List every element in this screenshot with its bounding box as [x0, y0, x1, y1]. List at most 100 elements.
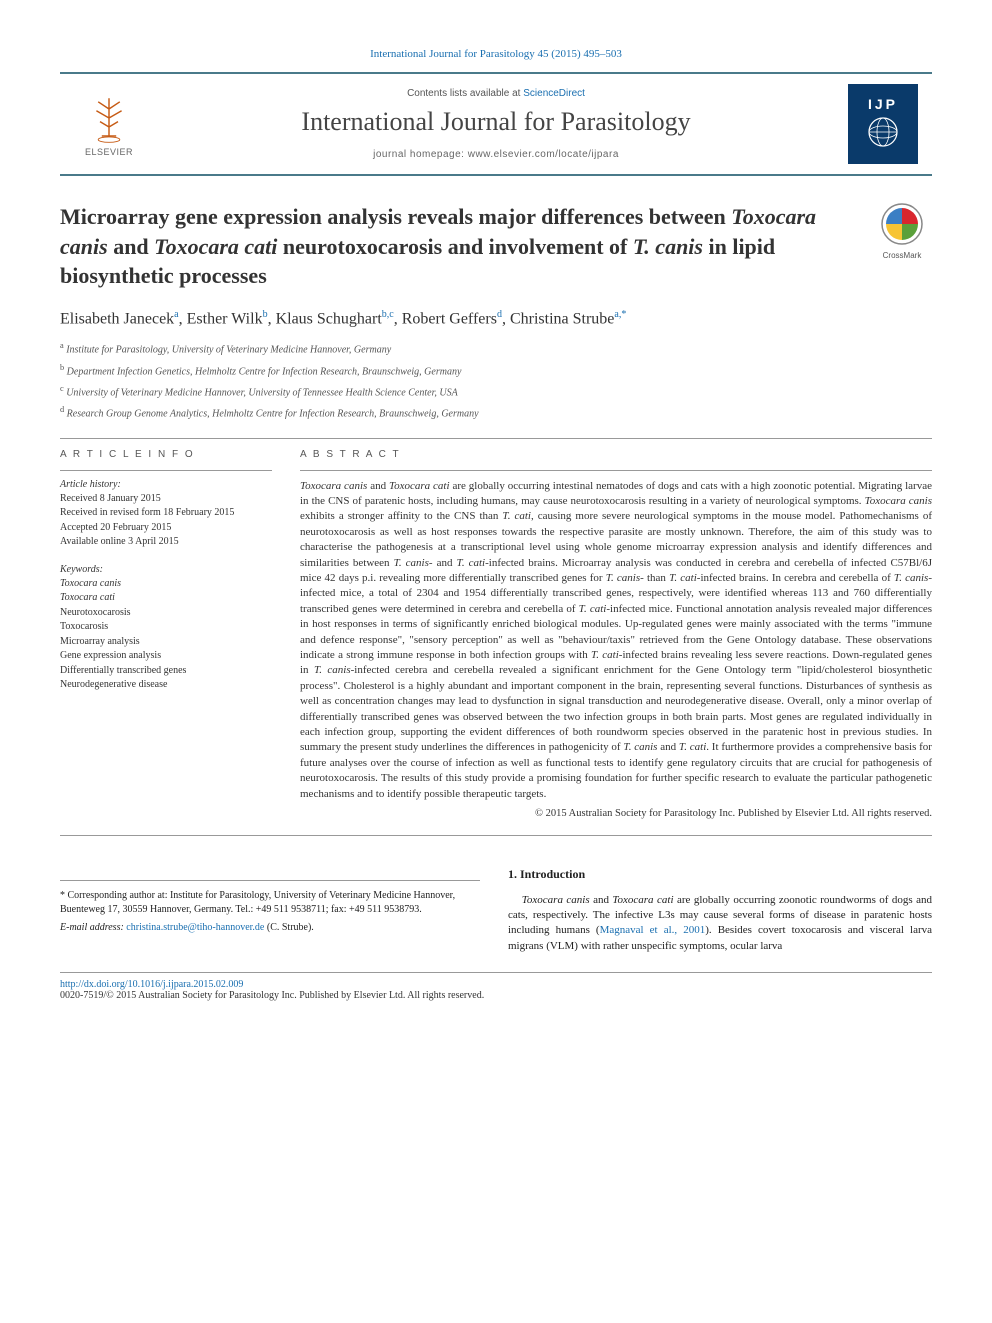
homepage-line: journal homepage: www.elsevier.com/locat…	[158, 149, 834, 160]
crossmark-icon	[880, 202, 924, 246]
top-citation-journal: International Journal for Parasitology	[370, 48, 535, 60]
abstract-copyright: © 2015 Australian Society for Parasitolo…	[300, 808, 932, 819]
author-5-corr[interactable]: *	[621, 309, 626, 320]
title-pre: Microarray gene expression analysis reve…	[60, 204, 731, 229]
corr-text: Corresponding author at: Institute for P…	[60, 890, 455, 915]
contents-prefix: Contents lists available at	[407, 88, 523, 99]
article-info: A R T I C L E I N F O Article history: R…	[60, 449, 272, 819]
top-citation-link[interactable]: International Journal for Parasitology 4…	[370, 48, 622, 60]
keyword-3: Neurotoxocarosis	[60, 606, 272, 621]
ab-t5: - and	[429, 557, 457, 569]
top-citation: International Journal for Parasitology 4…	[60, 48, 932, 60]
author-5: Christina Strube	[510, 310, 614, 327]
corr-email-link[interactable]: christina.strube@tiho-hannover.de	[126, 922, 264, 933]
corresponding-block: * Corresponding author at: Institute for…	[60, 866, 480, 954]
info-heading: A R T I C L E I N F O	[60, 449, 272, 460]
ab-t1: and	[367, 480, 389, 492]
homepage-url: www.elsevier.com/locate/ijpara	[468, 149, 619, 160]
ab-i10: T. cati	[579, 603, 607, 615]
ab-i8: T. cati	[669, 572, 697, 584]
affiliation-c-text: University of Veterinary Medicine Hannov…	[66, 387, 457, 398]
ab-i3: Toxocara canis	[865, 495, 932, 507]
email-label: E-mail address:	[60, 922, 126, 933]
author-1-aff[interactable]: a	[174, 309, 178, 320]
abstract-rule	[300, 470, 932, 471]
intro-t1: and	[590, 894, 613, 906]
ab-t13: and	[657, 741, 678, 753]
ab-i13: T. canis	[623, 741, 657, 753]
ab-i12: T. canis	[314, 664, 351, 676]
publisher-left-name: ELSEVIER	[85, 147, 133, 157]
keyword-8: Neurodegenerative disease	[60, 678, 272, 693]
doi-prefix: http://dx.doi.org/	[60, 979, 128, 990]
journal-globe-icon	[863, 112, 903, 152]
ab-i14: T. cati	[679, 741, 706, 753]
intro-i1: Toxocara canis	[522, 894, 590, 906]
info-rule	[60, 470, 272, 471]
divider-mid	[60, 835, 932, 836]
contents-line: Contents lists available at ScienceDirec…	[158, 88, 834, 99]
correspondence: * Corresponding author at: Institute for…	[60, 880, 480, 935]
affiliation-d: d Research Group Genome Analytics, Helmh…	[60, 404, 932, 421]
intro-p1: Toxocara canis and Toxocara cati are glo…	[508, 893, 932, 955]
keyword-1: Toxocara canis	[60, 577, 272, 592]
affiliation-b-text: Department Infection Genetics, Helmholtz…	[67, 366, 462, 377]
doi-link[interactable]: http://dx.doi.org/10.1016/j.ijpara.2015.…	[60, 979, 243, 990]
author-3: Klaus Schughart	[276, 310, 382, 327]
author-list: Elisabeth Janeceka, Esther Wilkb, Klaus …	[60, 309, 932, 328]
corr-email-name: (C. Strube).	[264, 922, 313, 933]
introduction-block: 1. Introduction Toxocara canis and Toxoc…	[508, 866, 932, 954]
lower-row: * Corresponding author at: Institute for…	[60, 866, 932, 954]
doi-value: 10.1016/j.ijpara.2015.02.009	[128, 979, 244, 990]
title-row: Microarray gene expression analysis reve…	[60, 202, 932, 291]
ab-t12: -infected cerebra and cerebella revealed…	[300, 664, 932, 753]
author-4-aff[interactable]: d	[497, 309, 502, 320]
ab-t3: exhibits a stronger affinity to the CNS …	[300, 510, 502, 522]
homepage-prefix: journal homepage:	[373, 149, 468, 160]
author-1: Elisabeth Janecek	[60, 310, 174, 327]
issn-copyright: 0020-7519/© 2015 Australian Society for …	[60, 990, 932, 1001]
ab-i9: T. canis	[894, 572, 928, 584]
publisher-logo-left: ELSEVIER	[74, 84, 144, 164]
author-2-aff[interactable]: b	[263, 309, 268, 320]
info-abstract-row: A R T I C L E I N F O Article history: R…	[60, 449, 932, 819]
keyword-1-text: Toxocara canis	[60, 578, 121, 589]
title-species-3: T. canis	[633, 234, 703, 259]
keyword-5: Microarray analysis	[60, 635, 272, 650]
page-footer: http://dx.doi.org/10.1016/j.ijpara.2015.…	[60, 972, 932, 1001]
author-4: Robert Geffers	[402, 310, 497, 327]
author-2: Esther Wilk	[187, 310, 263, 327]
crossmark-badge[interactable]: CrossMark	[872, 202, 932, 260]
ab-i6: T. cati	[457, 557, 486, 569]
title-mid1: and	[108, 234, 154, 259]
sciencedirect-link[interactable]: ScienceDirect	[523, 88, 585, 99]
journal-logo-right: IJP	[848, 84, 918, 164]
keyword-6: Gene expression analysis	[60, 649, 272, 664]
title-mid2: neurotoxocarosis and involvement of	[277, 234, 632, 259]
history-revised: Received in revised form 18 February 201…	[60, 506, 272, 521]
keyword-4: Toxocarosis	[60, 620, 272, 635]
affiliation-d-text: Research Group Genome Analytics, Helmhol…	[67, 409, 479, 420]
article-title: Microarray gene expression analysis reve…	[60, 202, 852, 291]
abstract-block: A B S T R A C T Toxocara canis and Toxoc…	[300, 449, 932, 819]
history-received: Received 8 January 2015	[60, 492, 272, 507]
author-3-aff[interactable]: b,c	[382, 309, 394, 320]
page: International Journal for Parasitology 4…	[0, 0, 992, 1031]
keyword-7: Differentially transcribed genes	[60, 664, 272, 679]
journal-abbr: IJP	[868, 96, 898, 112]
ab-t7: - than	[640, 572, 669, 584]
corr-star: *	[60, 890, 68, 901]
keyword-2: Toxocara cati	[60, 591, 272, 606]
intro-heading: 1. Introduction	[508, 866, 932, 883]
intro-cite-link[interactable]: Magnaval et al., 2001	[600, 924, 706, 936]
history-online: Available online 3 April 2015	[60, 535, 272, 550]
affiliation-a: a Institute for Parasitology, University…	[60, 340, 932, 357]
history-head: Article history:	[60, 479, 272, 490]
affiliation-b: b Department Infection Genetics, Helmhol…	[60, 362, 932, 379]
affiliation-a-text: Institute for Parasitology, University o…	[66, 345, 391, 356]
keywords-head: Keywords:	[60, 564, 272, 575]
header-mid: Contents lists available at ScienceDirec…	[158, 88, 834, 160]
ab-i5: T. canis	[394, 557, 429, 569]
title-species-2: Toxocara cati	[154, 234, 277, 259]
intro-i2: Toxocara cati	[612, 894, 673, 906]
